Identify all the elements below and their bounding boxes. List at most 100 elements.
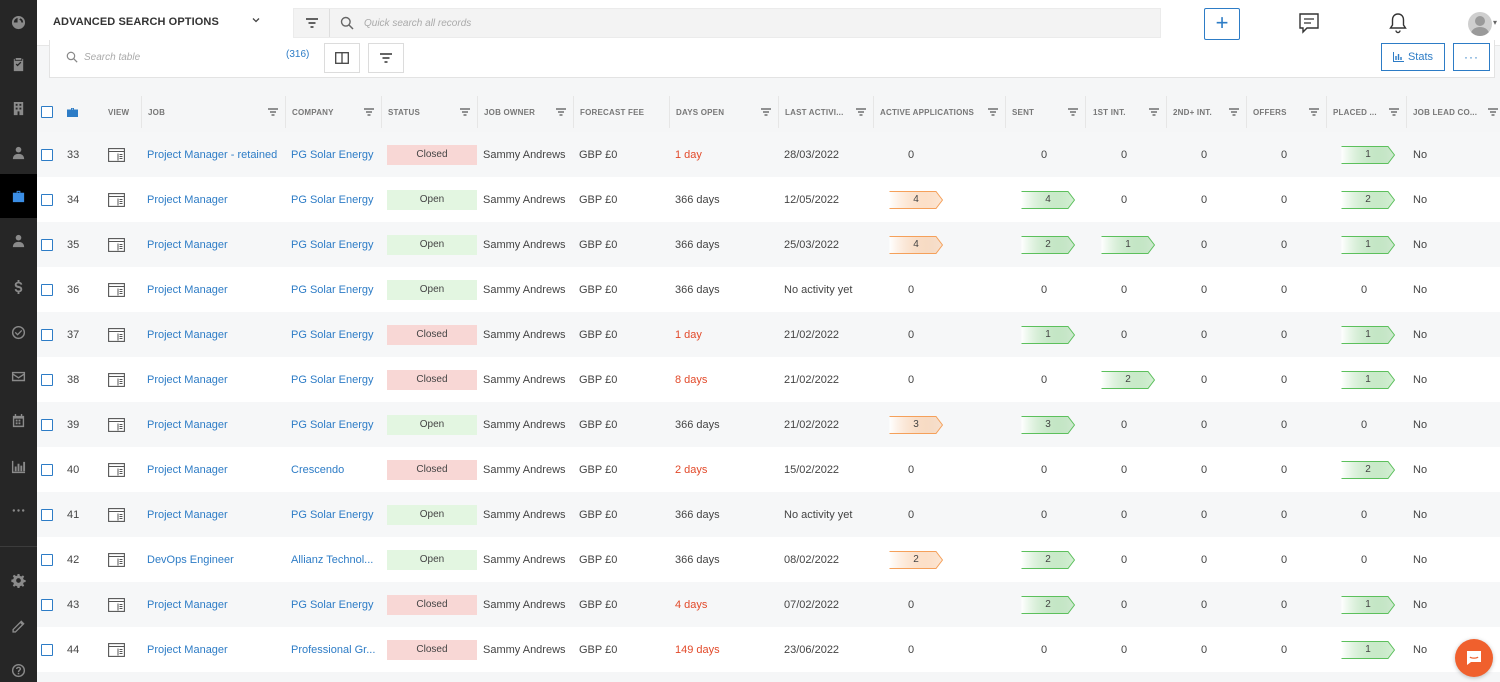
clipboard-icon[interactable] xyxy=(0,42,37,86)
placed-pill[interactable]: 2 xyxy=(1341,460,1395,479)
job-title-link[interactable]: Project Manager xyxy=(147,328,228,341)
job-title-link[interactable]: Project Manager xyxy=(147,418,228,431)
status-badge[interactable]: Open xyxy=(387,504,477,525)
active-applications-pill[interactable]: 4 xyxy=(889,235,943,254)
sent-pill[interactable]: 2 xyxy=(1021,550,1075,569)
row-checkbox[interactable] xyxy=(41,643,53,656)
first-interview-pill[interactable]: 1 xyxy=(1101,235,1155,254)
company-link[interactable]: PG Solar Energy xyxy=(291,598,374,611)
sent-pill[interactable]: 4 xyxy=(1021,190,1075,209)
status-badge[interactable]: Closed xyxy=(387,324,477,345)
user-avatar[interactable] xyxy=(1468,12,1492,36)
more-dots-icon[interactable] xyxy=(0,488,37,532)
company-link[interactable]: PG Solar Energy xyxy=(291,238,374,251)
status-badge[interactable]: Open xyxy=(387,234,477,255)
company-column-header[interactable]: COMPANY xyxy=(286,92,382,132)
job-title-link[interactable]: Project Manager xyxy=(147,373,228,386)
first-interview-filter-icon[interactable] xyxy=(1149,108,1159,116)
forecast-fee-column-header[interactable]: FORECAST FEE xyxy=(574,92,670,132)
sent-pill[interactable]: 3 xyxy=(1021,415,1075,434)
status-badge[interactable]: Open xyxy=(387,279,477,300)
table-row[interactable]: 40 Project Manager Crescendo Closed Samm… xyxy=(37,447,1500,492)
job-column-header[interactable]: JOB xyxy=(142,92,286,132)
placed-pill[interactable]: 2 xyxy=(1341,190,1395,209)
company-filter-icon[interactable] xyxy=(364,108,374,116)
select-all-checkbox[interactable] xyxy=(41,106,53,118)
dollar-icon[interactable] xyxy=(0,264,37,308)
placed-column-header[interactable]: PLACED ... xyxy=(1327,92,1407,132)
status-badge[interactable]: Open xyxy=(387,549,477,570)
last-activity-filter-icon[interactable] xyxy=(856,108,866,116)
table-row[interactable]: 43 Project Manager PG Solar Energy Close… xyxy=(37,582,1500,627)
status-column-header[interactable]: STATUS xyxy=(382,92,478,132)
table-row[interactable]: 44 Project Manager Professional Gr... Cl… xyxy=(37,627,1500,672)
reports-chart-icon[interactable] xyxy=(0,444,37,488)
table-row[interactable]: 36 Project Manager PG Solar Energy Open … xyxy=(37,267,1500,312)
row-checkbox[interactable] xyxy=(41,373,53,386)
candidates-icon[interactable] xyxy=(0,218,37,262)
placed-pill[interactable]: 1 xyxy=(1341,370,1395,389)
building-icon[interactable] xyxy=(0,86,37,130)
dashboard-icon[interactable] xyxy=(0,0,37,44)
stats-button[interactable]: Stats xyxy=(1381,43,1445,71)
contacts-icon[interactable] xyxy=(0,130,37,174)
table-row[interactable]: 34 Project Manager PG Solar Energy Open … xyxy=(37,177,1500,222)
view-record-icon[interactable] xyxy=(108,132,128,177)
notifications-bell-icon[interactable] xyxy=(1388,12,1408,37)
days-open-column-header[interactable]: DAYS OPEN xyxy=(670,92,779,132)
view-record-icon[interactable] xyxy=(108,582,128,627)
job-lead-column-header[interactable]: JOB LEAD CO... xyxy=(1407,92,1500,132)
check-circle-icon[interactable] xyxy=(0,310,37,354)
table-row[interactable]: 39 Project Manager PG Solar Energy Open … xyxy=(37,402,1500,447)
job-title-link[interactable]: Project Manager xyxy=(147,508,228,521)
table-row[interactable]: 38 Project Manager PG Solar Energy Close… xyxy=(37,357,1500,402)
company-link[interactable]: Crescendo xyxy=(291,463,345,476)
messages-icon[interactable] xyxy=(1298,12,1320,37)
table-row[interactable]: 33 Project Manager - retained PG Solar E… xyxy=(37,132,1500,177)
active-applications-pill[interactable]: 3 xyxy=(889,415,943,434)
view-record-icon[interactable] xyxy=(108,402,128,447)
settings-gear-icon[interactable] xyxy=(0,558,37,602)
active-applications-column-header[interactable]: ACTIVE APPLICATIONS xyxy=(874,92,1006,132)
table-row[interactable]: 37 Project Manager PG Solar Energy Close… xyxy=(37,312,1500,357)
view-record-icon[interactable] xyxy=(108,357,128,402)
status-badge[interactable]: Closed xyxy=(387,594,477,615)
company-link[interactable]: PG Solar Energy xyxy=(291,148,374,161)
sent-column-header[interactable]: SENT xyxy=(1006,92,1086,132)
active-applications-filter-icon[interactable] xyxy=(988,108,998,116)
job-title-link[interactable]: Project Manager - retained xyxy=(147,148,278,161)
company-link[interactable]: PG Solar Energy xyxy=(291,328,374,341)
company-link[interactable]: Professional Gr... xyxy=(291,643,376,656)
help-icon[interactable] xyxy=(0,648,37,682)
first-interview-column-header[interactable]: 1ST INT. xyxy=(1087,92,1167,132)
row-checkbox[interactable] xyxy=(41,553,53,566)
mail-icon[interactable] xyxy=(0,354,37,398)
company-link[interactable]: Allianz Technol... xyxy=(291,553,374,566)
status-badge[interactable]: Open xyxy=(387,189,477,210)
quick-search-input[interactable] xyxy=(364,14,1064,32)
job-title-link[interactable]: Project Manager xyxy=(147,193,228,206)
first-interview-pill[interactable]: 2 xyxy=(1101,370,1155,389)
table-filter-button[interactable] xyxy=(368,43,404,73)
table-row[interactable]: 42 DevOps Engineer Allianz Technol... Op… xyxy=(37,537,1500,582)
sent-filter-icon[interactable] xyxy=(1068,108,1078,116)
sent-pill[interactable]: 2 xyxy=(1021,235,1075,254)
status-filter-icon[interactable] xyxy=(460,108,470,116)
sent-pill[interactable]: 2 xyxy=(1021,595,1075,614)
quick-search-filter-icon[interactable] xyxy=(294,9,330,37)
second-interview-column-header[interactable]: 2ND+ INT. xyxy=(1167,92,1247,132)
view-record-icon[interactable] xyxy=(108,492,128,537)
placed-pill[interactable]: 1 xyxy=(1341,235,1395,254)
advanced-search-options[interactable]: ADVANCED SEARCH OPTIONS xyxy=(53,16,219,28)
job-owner-column-header[interactable]: JOB OWNER xyxy=(478,92,574,132)
job-filter-icon[interactable] xyxy=(268,108,278,116)
avatar-chevron-down-icon[interactable]: ▾ xyxy=(1493,18,1498,27)
job-title-link[interactable]: DevOps Engineer xyxy=(147,553,234,566)
view-record-icon[interactable] xyxy=(108,312,128,357)
row-checkbox[interactable] xyxy=(41,148,53,161)
job-title-link[interactable]: Project Manager xyxy=(147,598,228,611)
offers-filter-icon[interactable] xyxy=(1309,108,1319,116)
jobs-briefcase-icon[interactable] xyxy=(0,174,37,218)
second-interview-filter-icon[interactable] xyxy=(1229,108,1239,116)
row-checkbox[interactable] xyxy=(41,283,53,296)
